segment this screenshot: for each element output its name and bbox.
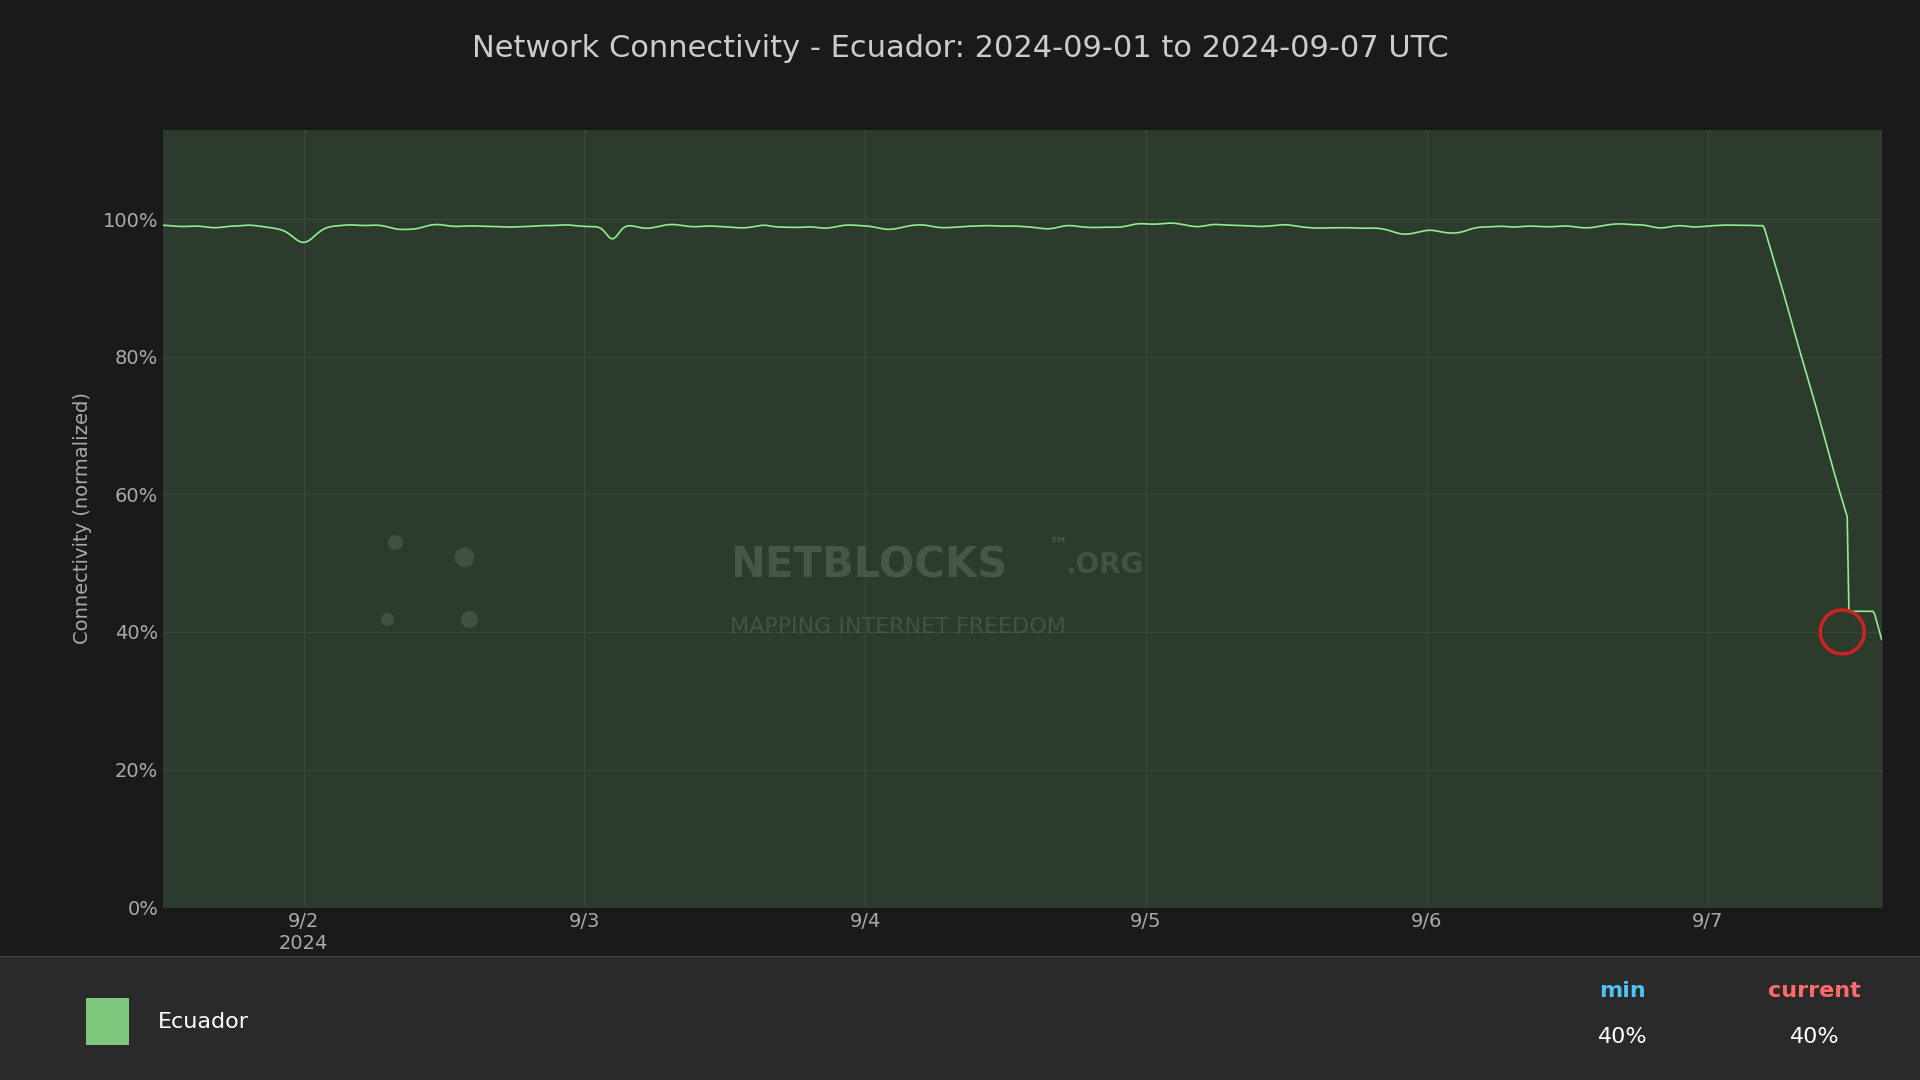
Point bbox=[44, 896, 75, 914]
Text: 40%: 40% bbox=[1597, 1026, 1647, 1047]
Point bbox=[58, 896, 88, 914]
Y-axis label: Connectivity (normalized): Connectivity (normalized) bbox=[73, 392, 92, 645]
Text: .ORG: .ORG bbox=[1066, 551, 1144, 579]
Text: current: current bbox=[1768, 981, 1860, 1000]
Text: min: min bbox=[1599, 981, 1645, 1000]
Text: 40%: 40% bbox=[1789, 1026, 1839, 1047]
Text: ™: ™ bbox=[1048, 536, 1068, 555]
Text: Ecuador: Ecuador bbox=[157, 1012, 248, 1031]
FancyBboxPatch shape bbox=[86, 998, 129, 1045]
Point bbox=[56, 895, 86, 913]
Point bbox=[46, 895, 77, 913]
Text: Network Connectivity - Ecuador: 2024-09-01 to 2024-09-07 UTC: Network Connectivity - Ecuador: 2024-09-… bbox=[472, 35, 1448, 63]
Text: NETBLOCKS: NETBLOCKS bbox=[730, 544, 1008, 586]
Text: MAPPING INTERNET FREEDOM: MAPPING INTERNET FREEDOM bbox=[730, 618, 1066, 637]
